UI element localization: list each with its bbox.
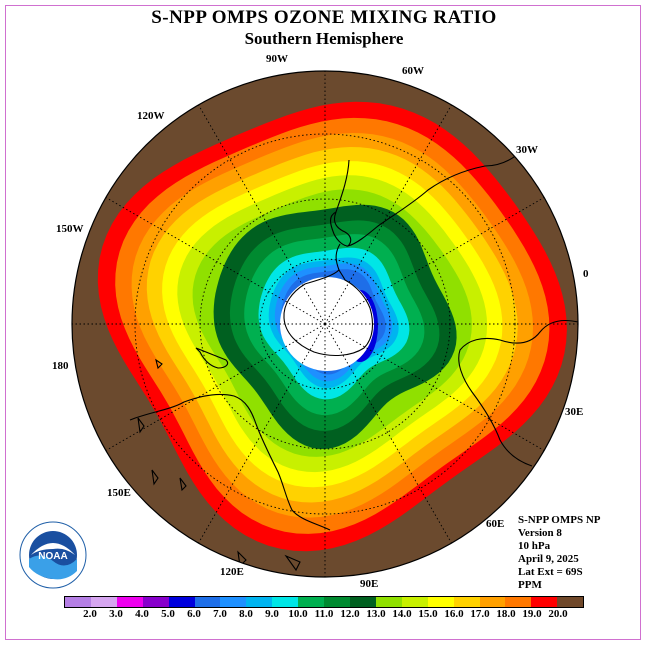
colorbar-tick-label: 6.0: [187, 608, 201, 620]
info-units: PPM: [518, 579, 542, 591]
colorbar-tick-label: 17.0: [470, 608, 490, 620]
info-version: Version 8: [518, 527, 562, 539]
latitude-circle: [134, 133, 516, 515]
figure-frame: [5, 5, 641, 640]
colorbar-swatch: [324, 597, 350, 607]
colorbar-swatch: [557, 597, 584, 607]
info-level: 10 hPa: [518, 540, 551, 552]
noaa-logo-text: NOAA: [38, 551, 67, 562]
colorbar-swatch: [142, 597, 169, 607]
colorbar-tick-label: 11.0: [314, 608, 334, 620]
colorbar-tick-label: 2.0: [83, 608, 97, 620]
colorbar-swatch: [272, 597, 299, 607]
colorbar-tick-label: 16.0: [444, 608, 464, 620]
map-subtitle: Southern Hemisphere: [244, 29, 404, 48]
colorbar: [64, 596, 584, 608]
colorbar-swatch: [194, 597, 221, 607]
lon-label-90e: 90E: [360, 578, 379, 590]
lon-label-120e: 120E: [220, 566, 244, 578]
colorbar-swatch: [479, 597, 506, 607]
info-date: April 9, 2025: [518, 553, 579, 565]
colorbar-tick-label: 8.0: [239, 608, 253, 620]
colorbar-tick-label: 10.0: [288, 608, 308, 620]
colorbar-tick-label: 12.0: [340, 608, 360, 620]
map-title: S-NPP OMPS OZONE MIXING RATIO: [151, 7, 497, 28]
lon-label-60w: 60W: [402, 65, 424, 77]
colorbar-swatch: [401, 597, 428, 607]
colorbar-tick-label: 14.0: [392, 608, 412, 620]
lon-label-150w: 150W: [56, 223, 84, 235]
colorbar-swatch: [349, 597, 376, 607]
lon-label-30e: 30E: [565, 406, 584, 418]
colorbar-swatch: [298, 597, 325, 607]
colorbar-swatch: [90, 597, 117, 607]
polar-night-region: [280, 277, 374, 371]
colorbar-swatch: [116, 597, 143, 607]
colorbar-tick-label: 3.0: [109, 608, 123, 620]
colorbar-swatch: [246, 597, 273, 607]
lon-label-0: 0: [583, 268, 589, 280]
map-disk-outline: [71, 70, 579, 578]
colorbar-tick-label: 19.0: [522, 608, 542, 620]
lon-label-180: 180: [52, 360, 69, 372]
colorbar-swatch: [531, 597, 558, 607]
info-product: S-NPP OMPS NP: [518, 514, 601, 526]
lon-label-120w: 120W: [137, 110, 165, 122]
ozone-contour-bands: [97, 101, 567, 552]
graticule: [72, 71, 578, 577]
colorbar-tick-label: 20.0: [548, 608, 568, 620]
lon-label-150e: 150E: [107, 487, 131, 499]
colorbar-swatch: [505, 597, 532, 607]
colorbar-swatch: [375, 597, 402, 607]
colorbar-tick-label: 9.0: [265, 608, 279, 620]
colorbar-swatch: [168, 597, 195, 607]
colorbar-ticks: 2.0 3.0 4.0 5.0 6.0 7.0 8.0 9.0 10.0 11.0 12.0 13.0…: [64, 608, 584, 622]
colorbar-tick-label: 13.0: [366, 608, 386, 620]
colorbar-tick-label: 4.0: [135, 608, 149, 620]
colorbar-swatch: [453, 597, 480, 607]
colorbar-tick-label: 18.0: [496, 608, 516, 620]
colorbar-tick-label: 5.0: [161, 608, 175, 620]
colorbar-swatch: [220, 597, 247, 607]
colorbar-swatch: [65, 597, 91, 607]
lon-label-30w: 30W: [516, 144, 538, 156]
product-info: S-NPP OMPS NP Version 8 10 hPa April 9, …: [518, 514, 601, 592]
coastlines: [129, 149, 578, 572]
noaa-logo: NOAA: [19, 521, 87, 589]
colorbar-swatch: [427, 597, 454, 607]
colorbar-tick-label: 15.0: [418, 608, 438, 620]
colorbar-tick-label: 7.0: [213, 608, 227, 620]
lon-label-60e: 60E: [486, 518, 505, 530]
lon-label-90w: 90W: [266, 53, 288, 65]
info-lat-ext: Lat Ext = 69S: [518, 566, 583, 578]
